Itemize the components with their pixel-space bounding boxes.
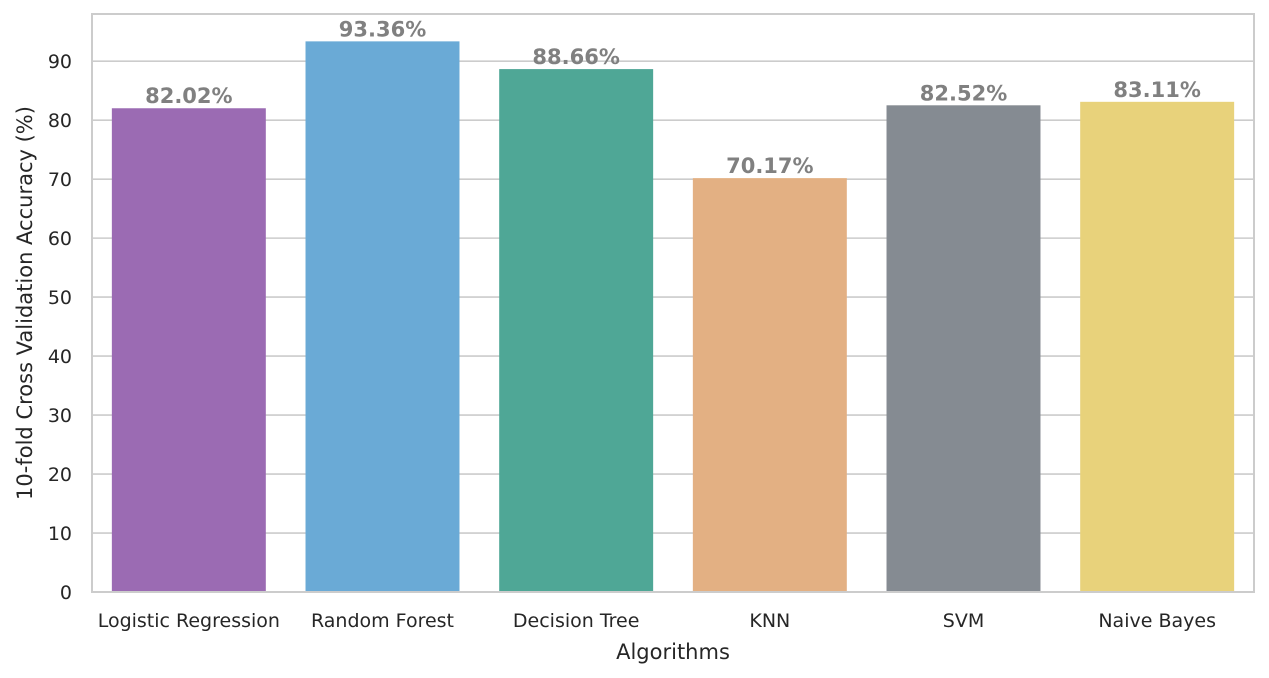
grid-lines xyxy=(92,60,1254,593)
y-tick-label: 80 xyxy=(48,110,72,132)
data-label: 70.17% xyxy=(726,154,813,178)
x-axis-title: Algorithms xyxy=(616,640,730,664)
y-tick-label: 60 xyxy=(48,228,72,250)
x-tick-label: Random Forest xyxy=(311,610,454,632)
x-tick-label: Logistic Regression xyxy=(98,610,280,632)
bar-naive-bayes xyxy=(1080,101,1235,592)
data-label: 88.66% xyxy=(532,45,619,69)
y-tick-labels: 0 10 20 30 40 50 60 70 80 90 xyxy=(48,51,72,604)
y-axis-title: 10-fold Cross Validation Accuracy (%) xyxy=(13,106,37,500)
plot-frame xyxy=(91,13,1255,593)
y-tick-label: 0 xyxy=(60,582,72,604)
y-tick-label: 20 xyxy=(48,464,72,486)
bar-logistic-regression xyxy=(111,108,266,592)
x-tick-label: Decision Tree xyxy=(513,610,640,632)
bar-decision-tree xyxy=(499,69,654,593)
data-labels: 82.02% 93.36% 88.66% 70.17% 82.52% 83.11% xyxy=(145,17,1201,178)
data-label: 93.36% xyxy=(339,17,426,41)
y-tick-label: 90 xyxy=(48,51,72,73)
x-tick-label: SVM xyxy=(943,610,984,632)
bars xyxy=(111,41,1235,593)
x-tick-labels: Logistic Regression Random Forest Decision… xyxy=(98,610,1216,632)
y-tick-label: 30 xyxy=(48,405,72,427)
data-label: 83.11% xyxy=(1113,78,1200,102)
bar-random-forest xyxy=(305,41,460,593)
data-label: 82.02% xyxy=(145,84,232,108)
data-label: 82.52% xyxy=(920,81,1007,105)
y-tick-label: 70 xyxy=(48,169,72,191)
y-tick-label: 10 xyxy=(48,523,72,545)
y-tick-label: 50 xyxy=(48,287,72,309)
y-tick-label: 40 xyxy=(48,346,72,368)
x-tick-label: KNN xyxy=(749,610,790,632)
bar-knn xyxy=(692,178,847,592)
bar-svm xyxy=(886,105,1041,592)
x-tick-label: Naive Bayes xyxy=(1098,610,1216,632)
